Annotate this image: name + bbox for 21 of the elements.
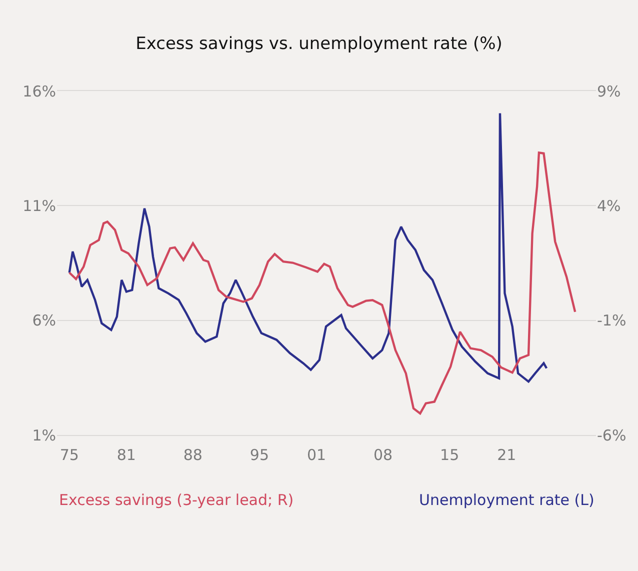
- x-tick-label: 95: [250, 446, 270, 464]
- y2-tick-label: -1%: [597, 312, 626, 330]
- x-tick-label: 81: [116, 446, 136, 464]
- y-tick-label: 6%: [32, 312, 56, 330]
- y2-tick-label: -6%: [597, 426, 626, 444]
- text: Excess savings (3-year lead; R): [59, 491, 294, 509]
- y2-tick-label: 9%: [597, 82, 621, 100]
- x-tick-label: 21: [497, 446, 516, 464]
- x-tick-label: 08: [374, 446, 393, 464]
- y-tick-label: 11%: [22, 196, 56, 215]
- y2-tick-label: 4%: [597, 196, 621, 215]
- x-tick-label: 01: [306, 446, 326, 464]
- text: Unemployment rate (L): [419, 491, 594, 509]
- y-tick-label: 16%: [22, 82, 56, 100]
- line-series: [68, 112, 548, 383]
- y-tick-label: 1%: [32, 426, 56, 444]
- chart-title: Excess savings vs. unemployment rate (%): [136, 34, 502, 54]
- x-tick-label: 88: [183, 446, 202, 464]
- line-series: [68, 152, 576, 415]
- x-tick-label: 75: [60, 446, 79, 464]
- x-tick-label: 15: [440, 446, 460, 464]
